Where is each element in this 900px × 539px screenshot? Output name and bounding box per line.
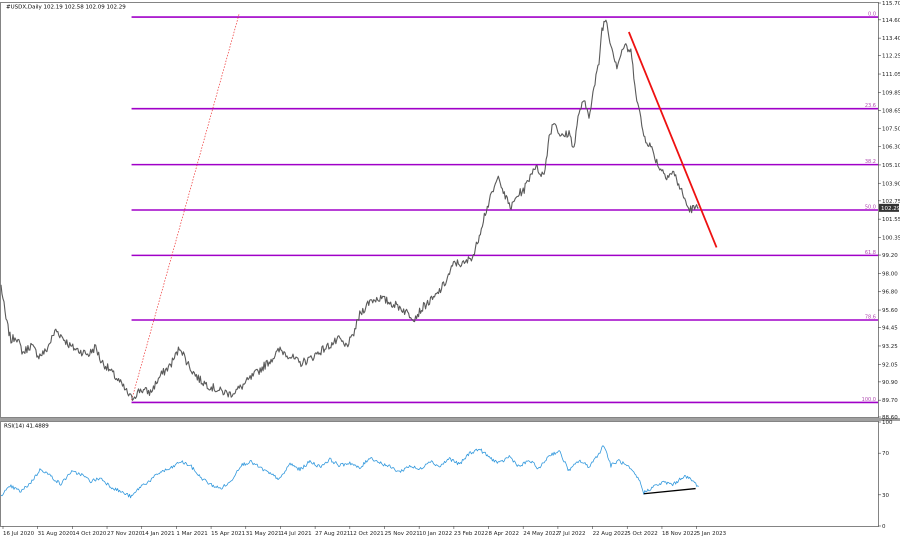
- time-tick-label: 27 Aug 2021: [315, 531, 350, 537]
- price-panel-frame: [0, 2, 879, 418]
- price-tick-label: 114.60: [882, 18, 900, 24]
- price-tick-label: 106.30: [882, 145, 900, 151]
- current-price-marker: 102.29: [879, 203, 900, 212]
- fib-level-label: 0.0: [868, 12, 876, 18]
- fibonacci-levels: 0.0 23.6 38.2 50.0 61.8 78.6 100.0: [131, 12, 878, 404]
- time-tick-label: 5 Oct 2022: [627, 531, 658, 537]
- time-tick-label: 8 Apr 2022: [489, 531, 520, 537]
- price-tick-label: 96.80: [882, 290, 898, 296]
- price-tick-label: 108.65: [882, 109, 900, 115]
- fib-level-label: 50.0: [865, 205, 876, 211]
- time-tick-label: 18 Nov 2022: [662, 531, 697, 537]
- price-tick-label: 115.70: [882, 1, 900, 7]
- dotted-guide: [131, 13, 240, 401]
- rsi-tick-label: 100: [882, 420, 893, 426]
- time-tick-label: 14 Jul 2021: [280, 531, 311, 537]
- price-tick-label: 102.75: [882, 199, 900, 205]
- time-tick-label: 24 May 2022: [523, 531, 559, 537]
- price-tick-label: 90.90: [882, 380, 898, 386]
- price-panel: [0, 2, 879, 418]
- price-tick-label: 107.50: [882, 126, 900, 132]
- time-tick-label: 31 May 2021: [246, 531, 282, 537]
- dotted-guide-line: [131, 13, 240, 401]
- fib-level-label: 61.8: [865, 250, 876, 256]
- time-tick-label: 1 Mar 2021: [176, 531, 207, 537]
- rsi-divergence-line: [643, 487, 696, 495]
- fib-level-label: 100.0: [862, 397, 876, 403]
- rsi-tick-label: 30: [882, 493, 889, 499]
- time-tick-label: 22 Aug 2022: [593, 531, 628, 537]
- rsi-axis: 100 70 30 0: [878, 420, 893, 530]
- price-tick-label: 94.45: [882, 326, 898, 332]
- price-line: [0, 19, 699, 401]
- price-tick-label: 98.00: [882, 271, 898, 277]
- time-tick-label: 31 Aug 2020: [38, 531, 74, 537]
- rsi-series: [0, 445, 699, 499]
- price-tick-label: 89.70: [882, 398, 898, 404]
- price-tick-label: 109.85: [882, 90, 900, 96]
- price-tick-label: 99.20: [882, 253, 898, 259]
- rsi-header-label: RSI(14) 41.4889: [4, 424, 49, 430]
- down-trend-line: [628, 31, 718, 248]
- price-tick-label: 88.60: [882, 415, 898, 421]
- price-axis: 115.70 114.60 113.40 112.25 111.05 109.85 108.…: [878, 1, 900, 421]
- price-series: [0, 19, 699, 401]
- time-tick-label: 7 Jul 2022: [558, 531, 586, 537]
- current-price-label: 102.29: [881, 206, 900, 212]
- price-tick-label: 111.05: [882, 72, 900, 78]
- price-tick-label: 100.35: [882, 235, 900, 241]
- panel-separator: [0, 418, 900, 421]
- time-tick-label: 25 Nov 2021: [384, 531, 419, 537]
- time-tick-label: 12 Oct 2021: [350, 531, 384, 537]
- time-tick-label: 14 Oct 2020: [72, 531, 107, 537]
- current-price-box: [879, 203, 899, 212]
- time-tick-label: 5 Jan 2023: [697, 531, 727, 537]
- time-tick-label: 14 Jan 2021: [142, 531, 175, 537]
- time-tick-label: 16 Jul 2020: [3, 531, 35, 537]
- price-tick-label: 113.40: [882, 36, 900, 42]
- fib-level-label: 23.6: [865, 103, 876, 109]
- rsi-line: [0, 445, 699, 499]
- price-tick-label: 103.90: [882, 181, 900, 187]
- rsi-panel-frame: [0, 421, 879, 527]
- fib-level-label: 38.2: [865, 159, 876, 165]
- rsi-tick-label: 70: [882, 451, 889, 457]
- fib-level-label: 78.6: [865, 314, 876, 320]
- time-tick-label: 23 Feb 2022: [454, 531, 488, 537]
- price-tick-label: 112.25: [882, 54, 900, 60]
- price-tick-label: 95.60: [882, 308, 898, 314]
- divergence-group: [643, 487, 696, 495]
- time-tick-label: 15 Apr 2021: [211, 531, 245, 537]
- price-tick-label: 93.25: [882, 344, 898, 350]
- price-tick-label: 92.05: [882, 362, 898, 368]
- chart-header-label: #USDX,Daily 102.19 102.58 102.09 102.29: [6, 5, 126, 11]
- time-tick-label: 10 Jan 2022: [419, 531, 452, 537]
- time-axis: 16 Jul 2020 31 Aug 2020 14 Oct 2020 27 Nov …: [2, 526, 727, 537]
- rsi-panel: [0, 421, 879, 527]
- time-tick-label: 27 Nov 2020: [107, 531, 143, 537]
- trend-line-group: [628, 31, 718, 248]
- price-tick-label: 101.55: [882, 217, 900, 223]
- rsi-tick-label: 0: [882, 524, 886, 530]
- price-tick-label: 105.10: [882, 163, 900, 169]
